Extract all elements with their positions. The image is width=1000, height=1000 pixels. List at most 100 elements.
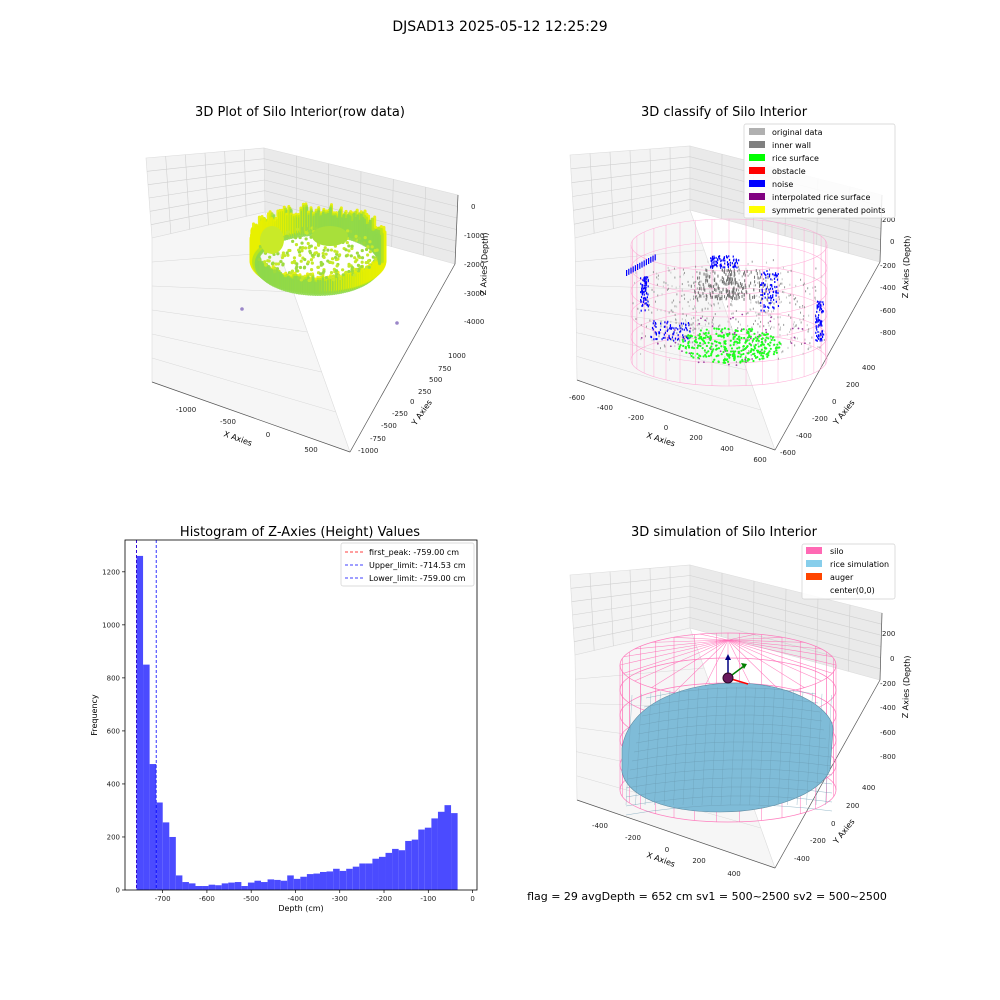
simulation-legend-swatch	[806, 547, 822, 554]
classify-rice-point	[769, 341, 772, 344]
classify-wall-point	[640, 338, 642, 341]
classify-wall-point	[662, 285, 664, 288]
histogram-title: Histogram of Z-Axies (Height) Values	[180, 525, 420, 540]
classify-wall-point	[779, 334, 781, 337]
raw-point	[335, 250, 339, 254]
raw-plot-box-gridline	[244, 149, 247, 217]
classify-noise-point	[818, 305, 820, 308]
raw-y-tick: -500	[381, 422, 397, 430]
classify-wall-point	[671, 285, 673, 288]
classify-rice-point	[712, 360, 715, 363]
classify-rice-point	[757, 345, 760, 348]
classify-wall-point	[694, 354, 696, 357]
classify-wall-point	[673, 299, 675, 302]
classify-interpolated-point	[683, 337, 686, 340]
classify-wall-point	[695, 307, 697, 310]
classify-rice-point	[745, 345, 749, 349]
raw-point	[264, 263, 268, 267]
classify-wall-point	[713, 304, 715, 307]
classify-wall-point	[738, 279, 740, 282]
classify-interpolated-point	[698, 322, 701, 325]
classify-wall-point	[781, 282, 783, 285]
classify-wall-point	[724, 356, 726, 359]
classify-noise-point	[816, 305, 818, 308]
classify-rice-point	[770, 338, 773, 342]
classify-rice-point	[695, 341, 698, 344]
raw-point	[350, 265, 355, 270]
classify-wall-point	[786, 333, 788, 336]
classify-wall-point	[770, 336, 772, 339]
classify-wall-point	[795, 303, 797, 306]
simulation-x-tick: 400	[727, 870, 740, 878]
classify-legend-label: interpolated rice surface	[772, 193, 870, 202]
raw-point	[289, 271, 293, 275]
classify-noise-point	[642, 287, 645, 290]
histogram-bar	[195, 886, 203, 890]
raw-point	[366, 259, 371, 263]
classify-noise-point	[713, 257, 715, 260]
raw-point	[298, 265, 303, 270]
classify-noise-point	[718, 257, 720, 260]
classify-rice-point	[736, 329, 739, 333]
classify-wall-point	[707, 279, 709, 283]
classify-noise-point	[760, 309, 762, 312]
classify-wall-point	[713, 284, 715, 288]
auger-marker	[722, 654, 749, 685]
classify-noise-point	[820, 305, 822, 308]
classify-legend-swatch	[749, 141, 765, 148]
classify-noise-point	[774, 272, 777, 275]
classify-wall-point	[714, 313, 716, 316]
classify-wall-point	[767, 275, 769, 279]
classify-interpolated-point	[765, 331, 768, 334]
classify-noise-point	[711, 258, 713, 261]
classify-noise-point	[775, 291, 778, 294]
classify-noise-point	[644, 309, 646, 312]
classify-noise-point	[715, 256, 717, 259]
classify-rice-point	[755, 349, 759, 352]
classify-noise-point	[818, 314, 820, 317]
raw-point	[268, 255, 272, 259]
classify-wall-point	[669, 358, 671, 361]
rice-mesh-line	[625, 804, 833, 816]
classify-rice-point	[724, 342, 727, 345]
classify-interpolated-point	[673, 329, 676, 332]
classify-noise-point	[654, 254, 656, 261]
raw-point	[365, 265, 369, 269]
raw-point	[344, 270, 348, 274]
classify-wall-point	[803, 282, 805, 285]
classify-noise-point	[688, 324, 690, 327]
raw-point	[370, 245, 374, 249]
raw-point	[295, 262, 299, 266]
classify-noise-point	[760, 301, 762, 304]
classify-noise-point	[724, 259, 726, 262]
classify-wall-point	[809, 342, 811, 345]
classify-wall-point	[705, 294, 707, 298]
classify-noise-point	[646, 276, 649, 279]
classify-rice-point	[760, 348, 763, 351]
raw-point	[357, 254, 361, 258]
classify-legend-swatch	[749, 154, 765, 161]
classify-wall-point	[747, 274, 749, 277]
classify-wall-point	[690, 323, 692, 326]
simulation-x-tick: -200	[625, 834, 641, 842]
classify-rice-point	[725, 333, 728, 336]
classify-wall-point	[721, 291, 723, 295]
histogram-bar	[202, 886, 209, 890]
classify-wall-point	[773, 317, 775, 320]
classify-wall-point	[742, 292, 744, 295]
classify-plot-box-gridline	[669, 147, 672, 215]
classify-wall-point	[778, 284, 780, 287]
classify-wall-point	[768, 314, 770, 317]
classify-wall-point	[710, 272, 712, 275]
raw-plot-box-gridline	[151, 285, 294, 293]
classify-wall-point	[734, 274, 736, 277]
classify-wall-point	[758, 296, 760, 299]
histogram-x-ticks: -700 -600 -500 -400 -300 -200 -100 0	[155, 890, 475, 903]
classify-noise-point	[647, 305, 649, 308]
classify-rice-point	[768, 350, 771, 353]
classify-wall-point	[807, 348, 809, 351]
classify-noise-point	[686, 329, 688, 332]
classify-rice-point	[758, 358, 761, 361]
classify-noise-point	[816, 300, 819, 303]
classify-wall-point	[646, 276, 648, 279]
